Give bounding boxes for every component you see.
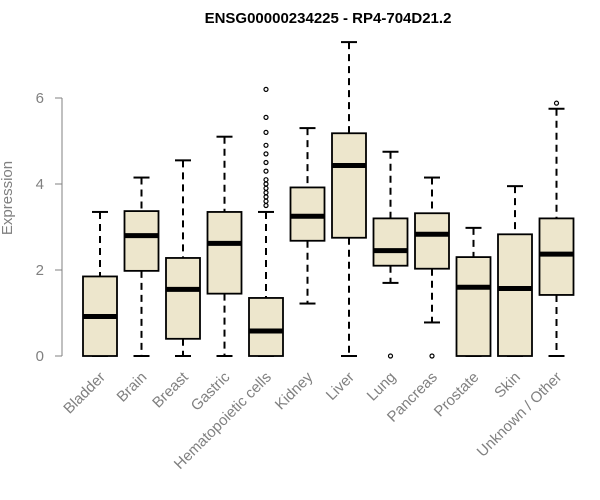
outlier-point: [263, 202, 269, 209]
box-3: [206, 135, 243, 357]
x-tick-label: Prostate: [431, 369, 483, 421]
x-tick-label: Kidney: [272, 368, 317, 413]
box-iqr: [538, 217, 575, 296]
outlier-point: [263, 151, 269, 157]
outlier-point: [263, 194, 269, 200]
box-11: [538, 100, 575, 357]
outlier-point: [263, 129, 269, 135]
outlier-point: [263, 181, 269, 187]
outlier-point: [263, 114, 269, 120]
outlier-point: [553, 100, 560, 106]
y-tick-label: 4: [36, 176, 44, 193]
x-tick-label: Liver: [323, 369, 358, 404]
box-2: [165, 159, 201, 357]
y-tick-label: 0: [36, 348, 44, 365]
outlier-point: [263, 185, 269, 191]
x-tick-label: Bladder: [60, 369, 109, 418]
y-axis-label: Expression: [0, 161, 16, 235]
outlier-point: [263, 168, 269, 174]
box-iqr: [331, 132, 367, 239]
boxes-group: [82, 41, 575, 359]
x-tick-label: Breast: [149, 368, 192, 411]
box-iqr: [497, 233, 533, 357]
box-5: [289, 127, 326, 305]
x-tick-label: Skin: [491, 369, 524, 402]
box-6: [331, 41, 367, 357]
box-iqr: [123, 210, 160, 272]
box-iqr: [248, 297, 284, 357]
box-1: [123, 176, 160, 357]
box-iqr: [206, 211, 243, 295]
outlier-point: [387, 353, 394, 359]
outlier-point: [263, 190, 269, 196]
box-4: [248, 86, 284, 357]
box-7: [372, 150, 409, 359]
box-iqr: [414, 212, 450, 270]
x-tick-label: Lung: [364, 369, 400, 405]
box-9: [455, 226, 492, 357]
box-10: [497, 185, 533, 357]
y-tick-label: 2: [36, 262, 44, 279]
box-iqr: [165, 257, 201, 340]
box-0: [82, 210, 118, 357]
chart-title: ENSG00000234225 - RP4-704D21.2: [205, 10, 452, 27]
box-iqr: [372, 217, 409, 267]
y-tick-label: 6: [36, 90, 44, 107]
outlier-point: [429, 353, 435, 359]
box-8: [414, 176, 450, 359]
x-tick-label: Brain: [114, 369, 151, 406]
outlier-point: [263, 177, 269, 183]
outlier-point: [263, 142, 269, 148]
outlier-point: [263, 159, 269, 166]
outlier-point: [263, 198, 269, 204]
outlier-point: [263, 86, 269, 93]
box-iqr: [455, 256, 492, 357]
y-axis: 0 2 4 6: [36, 90, 63, 365]
